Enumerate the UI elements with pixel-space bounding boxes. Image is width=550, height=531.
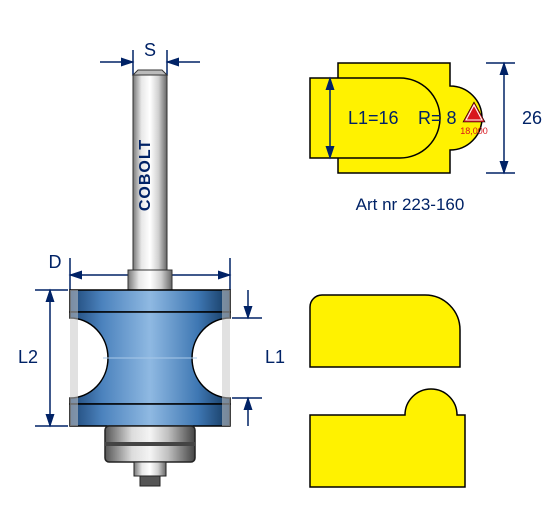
dim-L1: L1 xyxy=(232,290,285,426)
label-H: 26 xyxy=(522,108,542,128)
rpm-text: 18,000 xyxy=(460,126,488,136)
shank: COBOLT xyxy=(133,70,167,270)
example-profiles xyxy=(310,295,465,487)
label-L1-val: L1=16 xyxy=(348,108,399,128)
art-nr: Art nr 223-160 xyxy=(356,195,465,214)
cutter-body xyxy=(70,290,230,426)
profile-dimensioned: L1=16 R= 8 18,000 26 Art nr 223-160 xyxy=(310,63,542,214)
label-R-val: R= 8 xyxy=(418,108,457,128)
label-L2: L2 xyxy=(18,347,38,367)
router-bit: S COBOLT D xyxy=(18,40,285,486)
label-D: D xyxy=(49,252,62,272)
brand-text: COBOLT xyxy=(137,139,154,211)
dim-L2: L2 xyxy=(18,290,68,426)
collar xyxy=(128,270,172,290)
profile-sample-2 xyxy=(310,389,465,487)
dim-H: 26 xyxy=(486,63,542,173)
label-L1: L1 xyxy=(265,347,285,367)
profile-sample-1 xyxy=(310,295,460,367)
diagram-root: S COBOLT D xyxy=(0,0,550,531)
bearing xyxy=(105,426,195,486)
label-S: S xyxy=(144,40,156,60)
